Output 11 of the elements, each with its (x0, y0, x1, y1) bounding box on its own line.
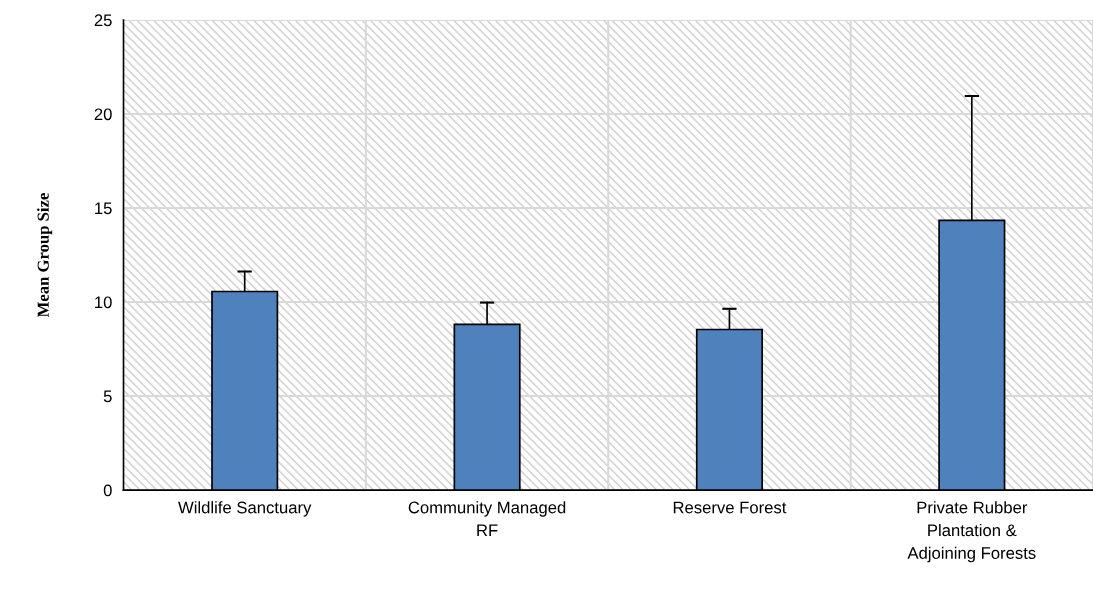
y-tick-label: 15 (95, 202, 112, 215)
y-tick-label: 10 (95, 296, 112, 309)
y-axis-title: Mean Group Size (37, 193, 53, 318)
y-tick-label: 0 (103, 484, 112, 497)
y-tick-label: 5 (103, 390, 112, 403)
x-tick-label: Community Managed RF (408, 501, 566, 537)
x-tick-label: Private Rubber Plantation & Adjoining Forests (907, 501, 1036, 563)
x-tick-label: Reserve Forest (673, 501, 787, 514)
x-tick-label: Wildlife Sanctuary (178, 501, 312, 517)
y-tick-label: 25 (94, 14, 112, 27)
y-tick-label: 20 (94, 108, 112, 121)
